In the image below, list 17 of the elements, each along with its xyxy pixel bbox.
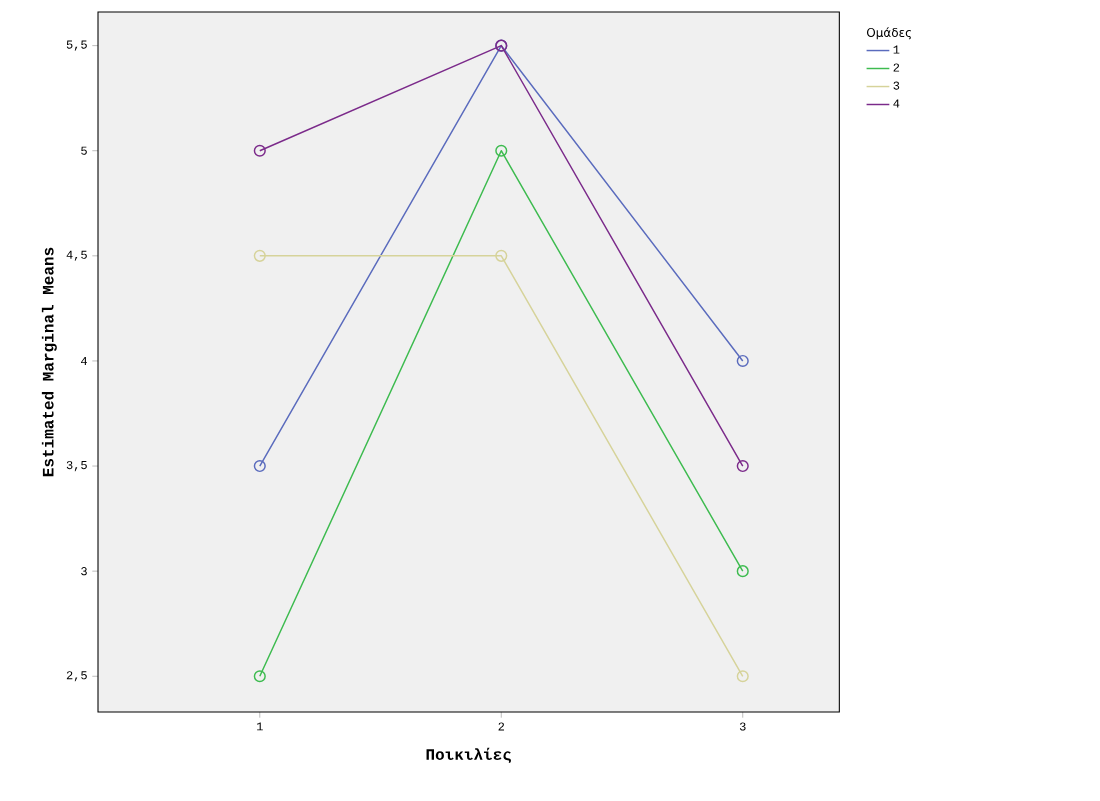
y-tick-label: 4 — [81, 356, 87, 365]
y-axis-title: Estimated Marginal Means — [41, 247, 57, 477]
legend-label: 1 — [893, 45, 900, 54]
x-tick-label: 3 — [739, 722, 746, 731]
legend-label: 4 — [893, 99, 900, 108]
y-tick-label: 5 — [81, 146, 87, 155]
x-axis-title: Ποικιλίες — [426, 747, 511, 763]
legend-label: 3 — [893, 81, 900, 90]
y-tick-label: 2,5 — [66, 671, 87, 682]
legend-label: 2 — [893, 63, 900, 72]
x-tick-label: 1 — [257, 722, 263, 731]
x-tick-label: 2 — [498, 722, 505, 731]
y-tick-label: 3 — [81, 567, 87, 576]
y-tick-label: 5,5 — [66, 40, 87, 51]
y-tick-label: 3,5 — [66, 460, 87, 472]
y-tick-label: 4,5 — [66, 250, 87, 261]
legend-title: Ομάδες — [866, 27, 911, 40]
